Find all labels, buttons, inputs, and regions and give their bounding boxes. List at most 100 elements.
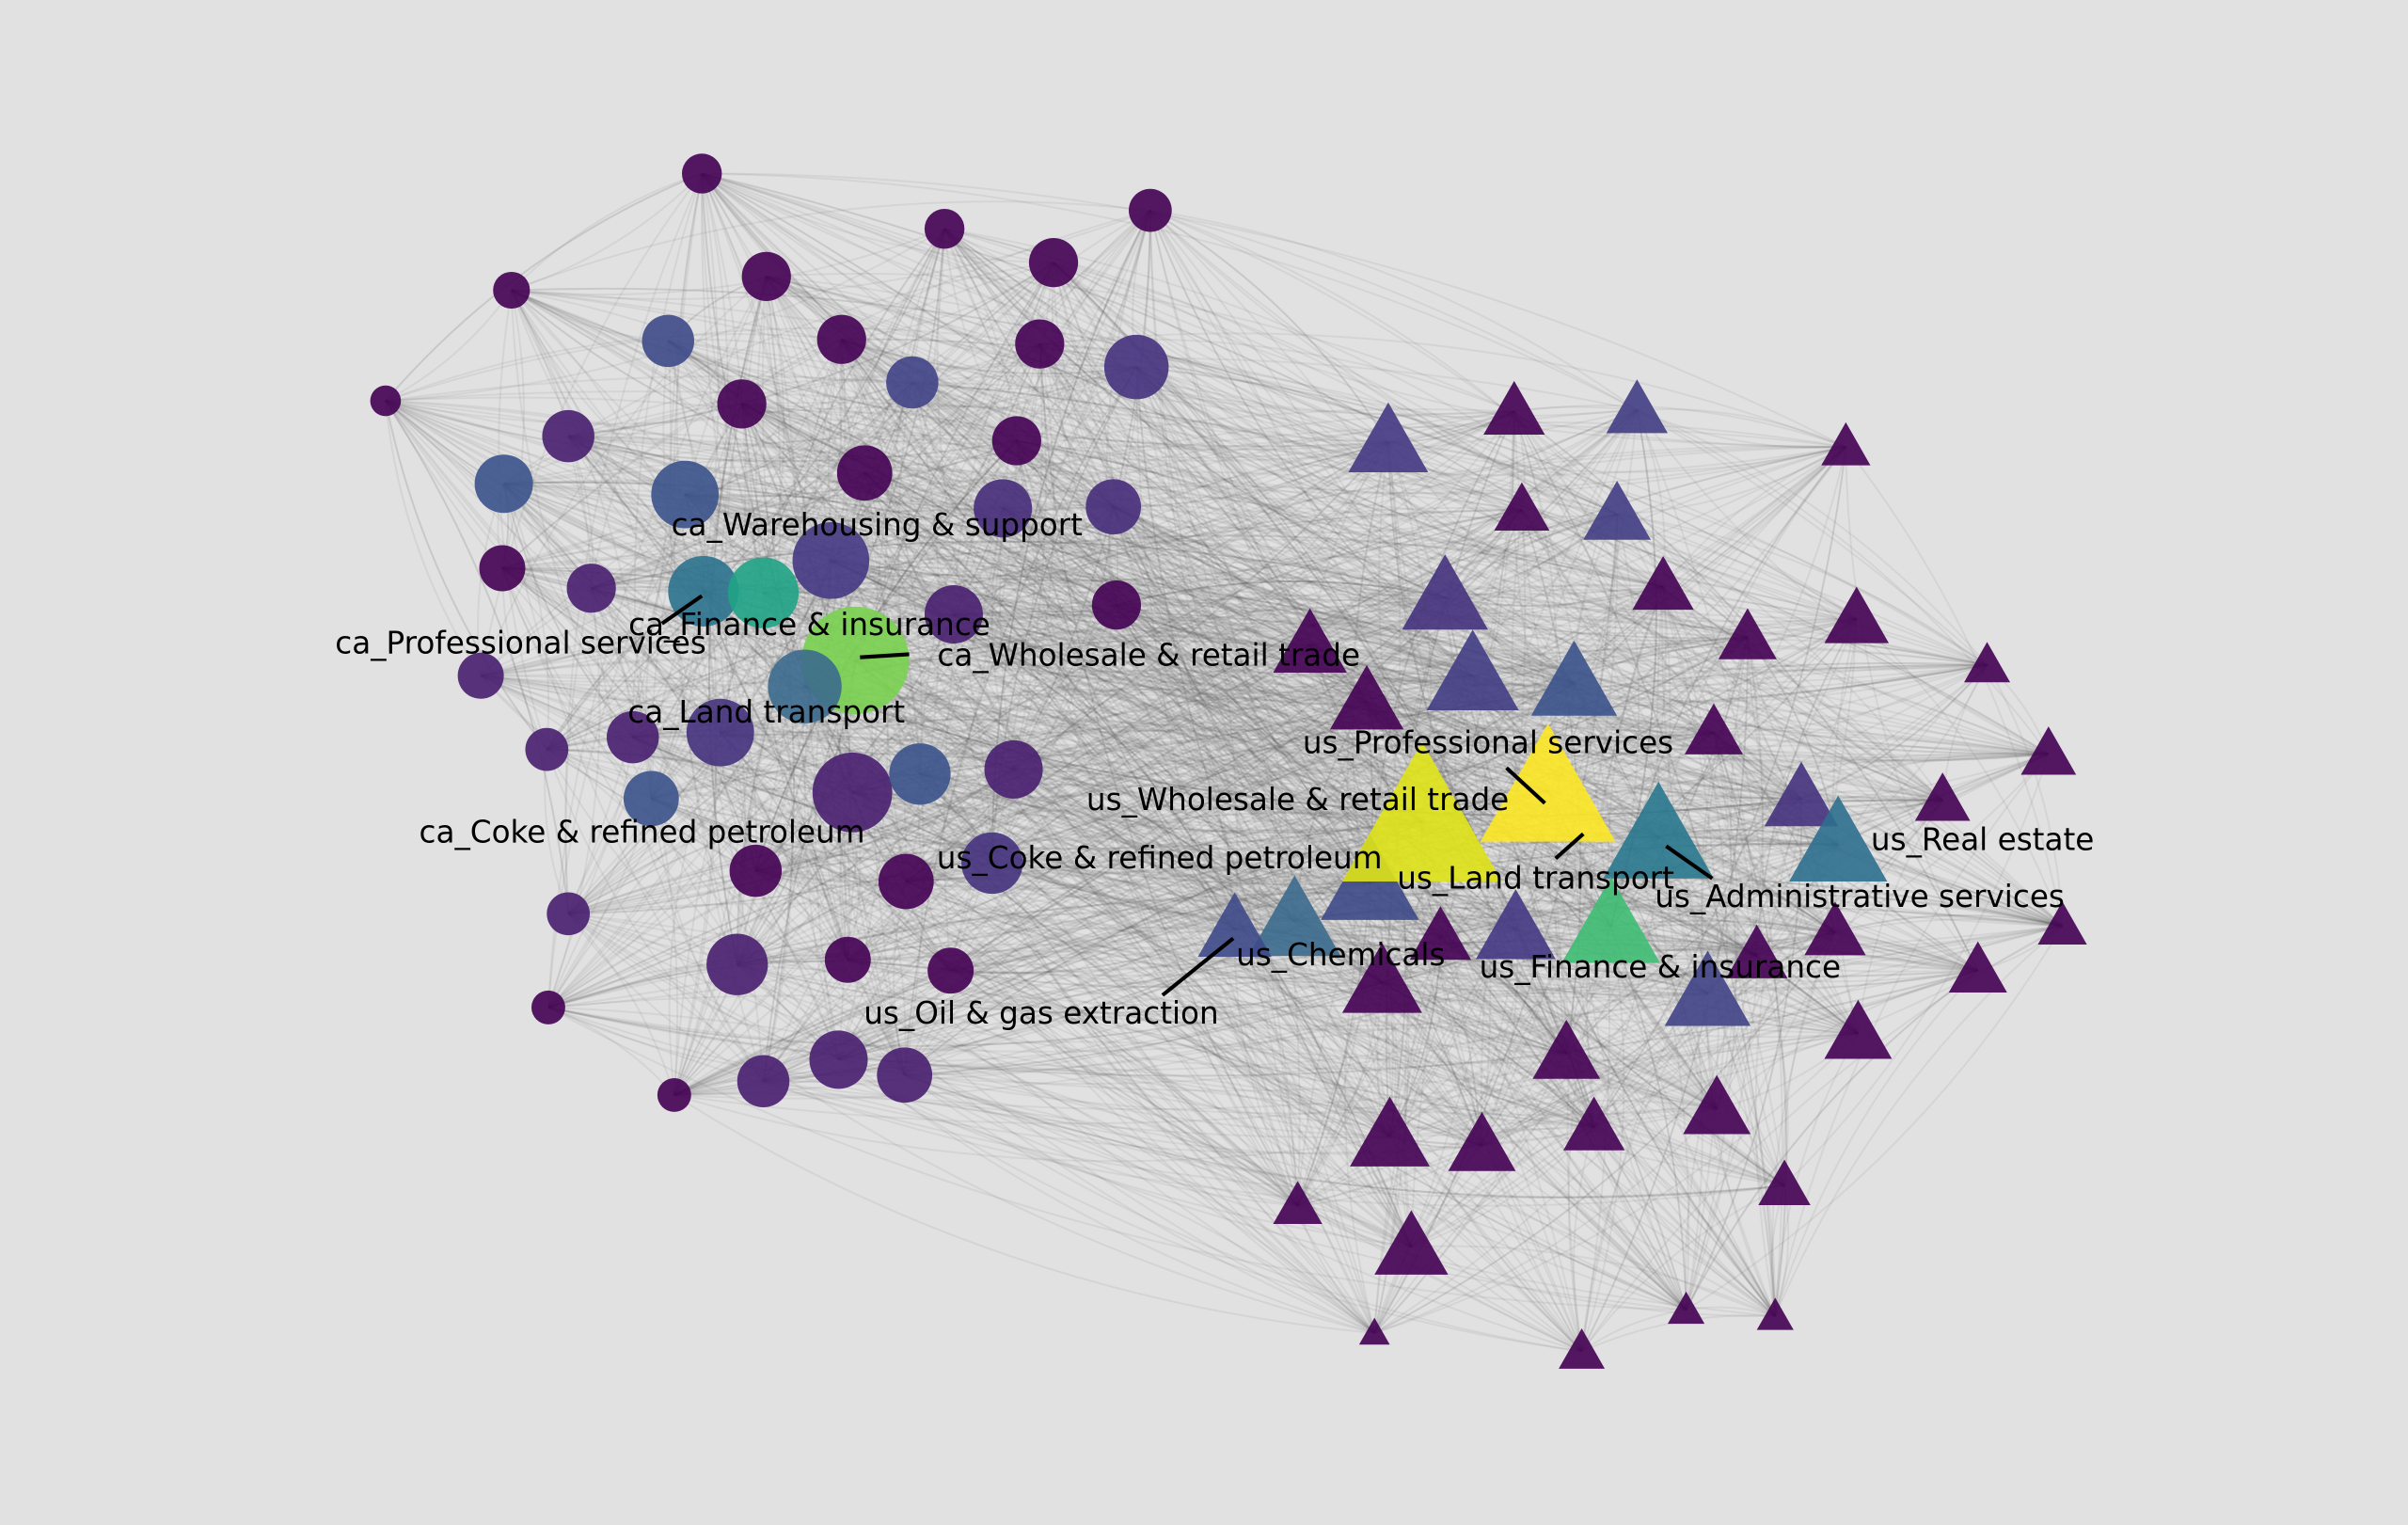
edge [384, 400, 482, 676]
edge [1002, 507, 1236, 929]
node-circle [1015, 319, 1065, 369]
edge [685, 493, 1659, 838]
edge [673, 404, 758, 1096]
edge [568, 769, 1015, 915]
edge [511, 289, 912, 384]
edge [480, 675, 906, 1076]
edge [385, 400, 1014, 770]
edge [568, 769, 1015, 915]
edge [701, 172, 1802, 800]
edge [1039, 332, 1846, 448]
edge [1136, 366, 1858, 620]
edge [755, 766, 1802, 872]
edge [546, 635, 1310, 751]
edge [1113, 505, 1595, 1128]
edge [511, 289, 1943, 802]
edge [511, 289, 865, 474]
edge [1373, 514, 1619, 1334]
edge [847, 769, 1015, 961]
edge [766, 275, 1018, 442]
edge [667, 340, 765, 594]
edge [1309, 643, 1612, 927]
edge [701, 172, 1943, 802]
edge [385, 400, 570, 914]
edge [667, 340, 1757, 957]
edge [501, 262, 1054, 569]
node-triangle [1948, 941, 2007, 993]
edge [1038, 343, 1859, 1035]
edge [1573, 682, 1719, 1109]
edge [632, 736, 1583, 1353]
edge [480, 675, 805, 703]
node-circle [531, 990, 565, 1025]
node-circle [816, 314, 866, 364]
node-triangle [1341, 943, 1422, 1013]
edge [1573, 1126, 1595, 1352]
node-triangle [1964, 642, 2011, 683]
edge [1149, 209, 1988, 666]
edge [755, 869, 952, 972]
edge [502, 483, 550, 750]
edge [803, 228, 945, 687]
edge [1053, 262, 1846, 449]
edge [385, 400, 1368, 703]
edge [1038, 343, 1296, 922]
edge [1755, 618, 1858, 956]
edge [501, 262, 1054, 569]
edge [905, 881, 1299, 1207]
edge [953, 613, 1839, 846]
edge [953, 576, 1749, 639]
edge [385, 390, 1988, 666]
edge [1039, 342, 1389, 443]
edge [1234, 925, 1859, 1035]
node-triangle [2037, 901, 2087, 945]
edge [840, 339, 1236, 930]
edge [480, 675, 1859, 1035]
edge [905, 701, 1368, 882]
edge [854, 659, 1594, 1129]
edge [943, 228, 1859, 1035]
edge [568, 366, 1137, 446]
node-circle [657, 1077, 691, 1112]
edge [1856, 618, 2064, 927]
edge [1149, 210, 1687, 1311]
edge [1296, 701, 1373, 1206]
edge [1410, 844, 1840, 1248]
edge [1746, 637, 1860, 1035]
edge [1389, 1099, 1718, 1137]
edge [701, 172, 1474, 677]
edge [668, 340, 1802, 800]
edge [949, 446, 1846, 972]
edge [501, 550, 1474, 677]
node-circle [1085, 479, 1142, 535]
edge [852, 682, 1575, 800]
edge [568, 435, 1311, 646]
edge [385, 400, 1583, 1353]
edge [840, 339, 1483, 1147]
edge [1234, 837, 1839, 930]
edge [701, 172, 1749, 639]
edge [1116, 604, 1384, 984]
node-circle [370, 385, 402, 417]
edge [1716, 637, 1764, 1109]
edge [567, 341, 672, 914]
edge [905, 733, 2049, 882]
edge [950, 969, 1595, 1129]
node-label: ca_Warehousing & support [672, 507, 1084, 543]
edge [501, 553, 1715, 734]
edge [511, 289, 1004, 510]
node-triangle [1726, 924, 1788, 978]
edge [1444, 513, 1618, 598]
edge [904, 843, 1839, 1076]
edge [1609, 586, 1667, 927]
node-triangle [1494, 482, 1550, 532]
edge [651, 410, 1515, 800]
edge [762, 881, 908, 1082]
edge [1012, 769, 1412, 1248]
edge [911, 381, 1836, 933]
edge [667, 340, 1568, 1055]
edge [906, 881, 1687, 1311]
edge [1656, 586, 1777, 1317]
node-triangle [1756, 1297, 1794, 1330]
edge [1610, 919, 1979, 972]
